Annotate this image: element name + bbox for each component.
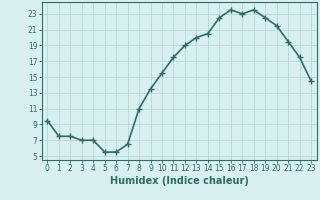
X-axis label: Humidex (Indice chaleur): Humidex (Indice chaleur) (110, 176, 249, 186)
